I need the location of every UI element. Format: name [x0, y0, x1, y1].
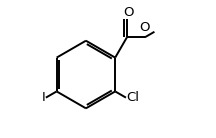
- Text: I: I: [41, 91, 45, 104]
- Text: O: O: [123, 6, 134, 19]
- Text: O: O: [140, 21, 150, 34]
- Text: Cl: Cl: [127, 91, 140, 104]
